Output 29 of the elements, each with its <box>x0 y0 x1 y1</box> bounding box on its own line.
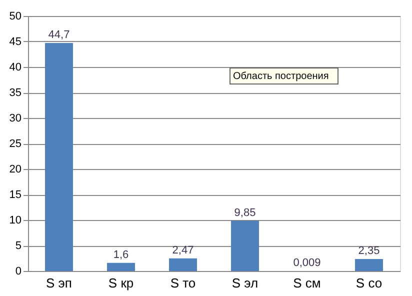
y-tick-label: 35 <box>9 87 22 99</box>
x-tick-label: S эп <box>46 276 72 290</box>
x-tick-label: S эл <box>232 276 258 290</box>
y-tick-label: 0 <box>15 266 22 278</box>
data-label: 9,85 <box>234 206 256 219</box>
y-tick-label: 30 <box>9 112 22 124</box>
y-tick-label: 45 <box>9 36 22 48</box>
x-tick-label: S см <box>293 276 321 290</box>
bar <box>45 43 73 271</box>
y-tick-label: 15 <box>9 189 22 201</box>
y-tick-label: 25 <box>9 138 22 150</box>
data-label: 0,009 <box>293 256 321 269</box>
data-label: 2,35 <box>358 245 380 258</box>
x-tick-label: S кр <box>108 276 134 290</box>
x-tick-label: S то <box>170 276 196 290</box>
bar <box>107 262 135 271</box>
bar <box>355 259 383 271</box>
bar <box>169 258 197 271</box>
data-label: 2,47 <box>172 244 194 256</box>
x-tick-label: S со <box>356 276 382 290</box>
data-label: 44,7 <box>48 29 70 42</box>
y-tick-label: 40 <box>9 62 22 74</box>
annotation: Область построения <box>233 71 329 82</box>
data-label: 1,6 <box>113 248 129 261</box>
y-tick-label: 10 <box>9 214 22 226</box>
y-tick-label: 5 <box>15 240 22 252</box>
y-tick-label: 20 <box>9 164 22 176</box>
y-tick-label: 50 <box>9 10 22 22</box>
bar <box>231 220 259 271</box>
